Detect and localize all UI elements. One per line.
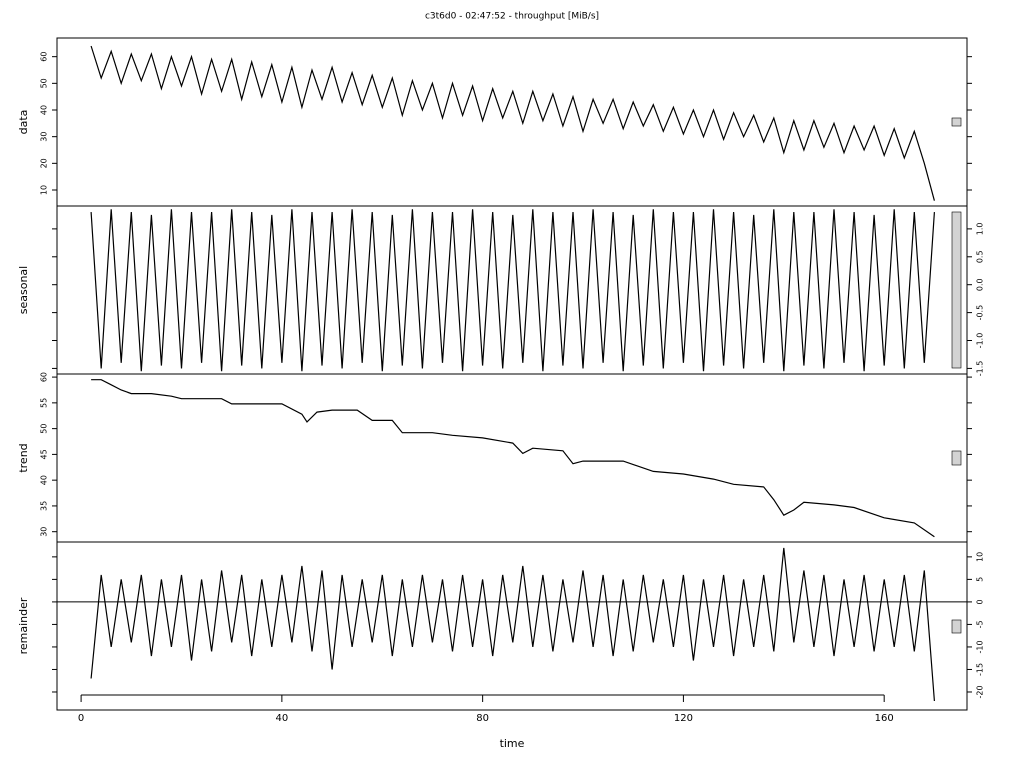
data-line [90, 547, 935, 702]
x-tick-label: 160 [875, 713, 894, 724]
y-tick-label: -1.0 [976, 333, 985, 349]
x-tick-label: 80 [476, 713, 489, 724]
y-tick-label: 0.0 [976, 278, 985, 291]
y-tick-label: 60 [40, 52, 49, 62]
y-tick-label: -10 [976, 640, 985, 653]
y-tick-label: 30 [40, 527, 49, 537]
data-line [90, 45, 935, 201]
y-tick-label: 55 [40, 398, 49, 408]
data-line [90, 209, 935, 372]
y-tick-label: 50 [40, 78, 49, 88]
y-tick-label: 20 [40, 158, 49, 168]
y-axis-title: data [17, 110, 30, 135]
x-tick-label: 0 [78, 713, 84, 724]
scale-bar [951, 117, 962, 127]
y-tick-label: -5 [976, 620, 985, 628]
y-tick-label: 40 [40, 475, 49, 485]
y-tick-label: 40 [40, 105, 49, 115]
y-tick-label: 60 [40, 372, 49, 382]
y-tick-label: 45 [40, 449, 49, 459]
y-tick-label: -1.5 [976, 361, 985, 377]
y-axis-title: trend [17, 443, 30, 472]
scale-bar [951, 450, 962, 466]
scale-bar [951, 619, 962, 634]
panel-frame [56, 541, 968, 711]
y-tick-label: 30 [40, 132, 49, 142]
x-tick-label: 40 [275, 713, 288, 724]
y-tick-label: 10 [40, 185, 49, 195]
y-tick-label: 1.0 [976, 223, 985, 236]
y-tick-label: -20 [976, 685, 985, 698]
x-axis-title: time [500, 737, 525, 750]
y-axis-title: remainder [17, 597, 30, 654]
y-tick-label: 5 [976, 577, 985, 582]
y-tick-label: -0.5 [976, 305, 985, 321]
y-tick-label: 50 [40, 424, 49, 434]
x-tick-label: 120 [674, 713, 693, 724]
y-tick-label: 0 [976, 599, 985, 604]
y-tick-label: 10 [976, 552, 985, 562]
y-axis-title: seasonal [17, 266, 30, 314]
data-line [91, 379, 935, 538]
y-tick-label: -15 [976, 663, 985, 676]
figure-title: c3t6d0 - 02:47:52 - throughput [MiB/s] [425, 12, 599, 22]
y-tick-label: 0.5 [976, 250, 985, 263]
y-tick-label: 35 [40, 501, 49, 511]
scale-bar [951, 211, 962, 369]
